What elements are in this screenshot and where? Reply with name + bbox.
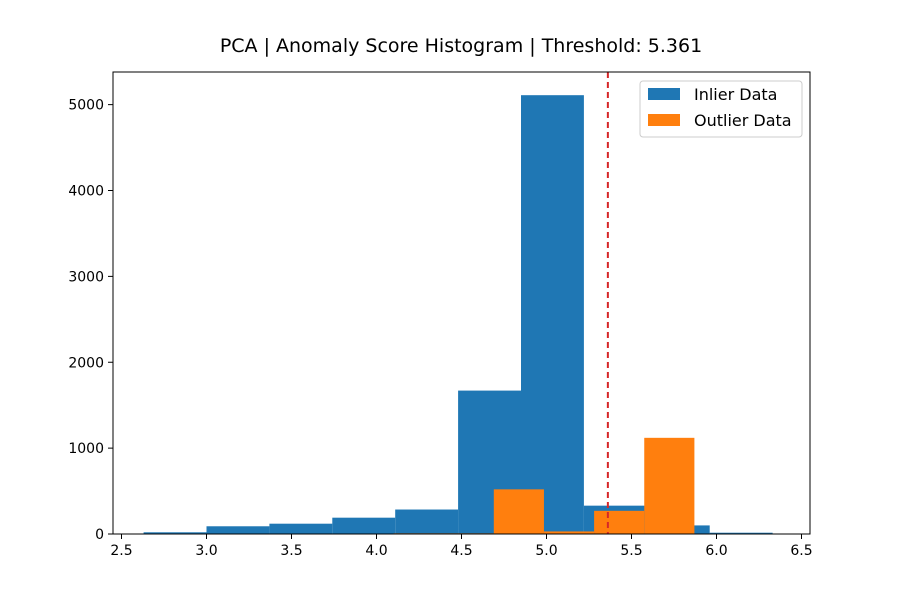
inlier-bar: [395, 509, 459, 534]
outlier-bar: [493, 489, 544, 534]
inlier-bar: [709, 532, 773, 534]
x-axis: 2.5 3.0 3.5 4.0 4.5 5.0 5.5 6.0 6.5: [110, 534, 813, 559]
legend: Inlier Data Outlier Data: [639, 80, 803, 138]
y-tick-label: 3000: [68, 269, 104, 285]
y-tick-label: 4000: [68, 184, 104, 200]
x-tick-label: 4.0: [365, 543, 387, 559]
x-tick-label: 6.0: [705, 543, 727, 559]
legend-box: [639, 80, 803, 138]
outlier-bar: [543, 531, 595, 534]
y-tick-label: 2000: [68, 355, 104, 371]
legend-swatch: [648, 114, 680, 126]
x-tick-label: 6.5: [790, 543, 812, 559]
y-tick-label: 0: [95, 527, 104, 543]
x-tick-label: 4.5: [450, 543, 472, 559]
y-tick-label: 5000: [68, 98, 104, 114]
y-tick-label: 1000: [68, 441, 104, 457]
legend-label: Outlier Data: [694, 111, 792, 130]
inlier-bar: [269, 523, 333, 534]
inlier-bar: [143, 532, 207, 534]
legend-swatch: [648, 88, 680, 100]
outlier-bar: [594, 510, 645, 534]
legend-label: Inlier Data: [694, 85, 777, 104]
x-tick-label: 3.5: [280, 543, 302, 559]
x-tick-label: 3.0: [195, 543, 217, 559]
outlier-bar: [644, 437, 695, 534]
series-outlier: [393, 437, 695, 534]
x-tick-label: 2.5: [110, 543, 132, 559]
x-tick-label: 5.5: [620, 543, 642, 559]
inlier-bar: [206, 526, 270, 534]
x-tick-label: 5.0: [535, 543, 557, 559]
inlier-bar: [521, 95, 584, 534]
y-axis: 0 1000 2000 3000 4000 5000: [68, 98, 113, 543]
inlier-bar: [332, 517, 396, 534]
plot-area: [143, 72, 773, 534]
chart-title: PCA | Anomaly Score Histogram | Threshol…: [220, 35, 702, 57]
